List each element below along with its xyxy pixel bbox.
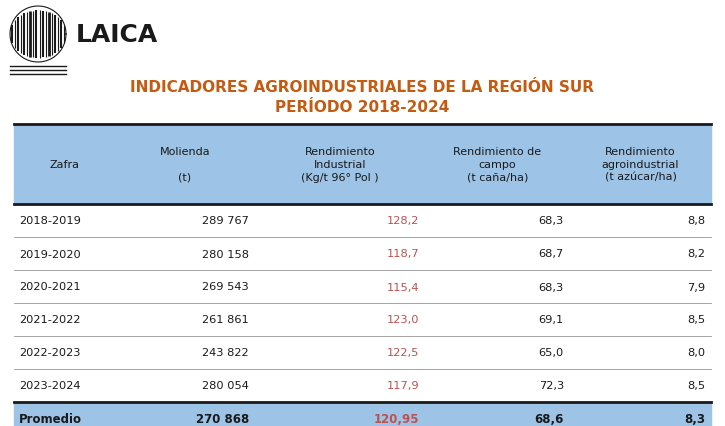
Text: Molienda

(t): Molienda (t) <box>160 147 210 182</box>
Text: 8,5: 8,5 <box>687 315 705 325</box>
Text: 7,9: 7,9 <box>687 282 705 292</box>
Text: 280 158: 280 158 <box>202 249 249 259</box>
Text: 2022-2023: 2022-2023 <box>19 348 80 358</box>
Text: Rendimiento de
campo
(t caña/ha): Rendimiento de campo (t caña/ha) <box>453 147 542 182</box>
Text: 69,1: 69,1 <box>539 315 564 325</box>
Text: 289 767: 289 767 <box>202 216 249 226</box>
Text: 2023-2024: 2023-2024 <box>19 380 80 391</box>
Text: 68,7: 68,7 <box>539 249 564 259</box>
Text: PERÍODO 2018-2024: PERÍODO 2018-2024 <box>276 100 450 115</box>
Text: 115,4: 115,4 <box>386 282 419 292</box>
Text: 2021-2022: 2021-2022 <box>19 315 80 325</box>
Text: Rendimiento
agroindustrial
(t azúcar/ha): Rendimiento agroindustrial (t azúcar/ha) <box>602 147 679 182</box>
Text: 270 868: 270 868 <box>196 412 249 425</box>
Text: 2020-2021: 2020-2021 <box>19 282 80 292</box>
Text: 269 543: 269 543 <box>202 282 249 292</box>
Text: 128,2: 128,2 <box>386 216 419 226</box>
Text: 8,2: 8,2 <box>687 249 705 259</box>
Text: 68,3: 68,3 <box>539 282 564 292</box>
Text: 8,3: 8,3 <box>684 412 705 425</box>
Text: 2019-2020: 2019-2020 <box>19 249 80 259</box>
Text: 280 054: 280 054 <box>202 380 249 391</box>
Text: Zafra: Zafra <box>49 160 80 170</box>
Text: Rendimiento
Industrial
(Kg/t 96° Pol ): Rendimiento Industrial (Kg/t 96° Pol ) <box>301 147 378 182</box>
Text: 120,95: 120,95 <box>373 412 419 425</box>
Text: 117,9: 117,9 <box>386 380 419 391</box>
Text: 122,5: 122,5 <box>386 348 419 358</box>
Text: 8,8: 8,8 <box>687 216 705 226</box>
Text: Promedio: Promedio <box>19 412 82 425</box>
Text: 123,0: 123,0 <box>386 315 419 325</box>
Text: 261 861: 261 861 <box>202 315 249 325</box>
Text: 243 822: 243 822 <box>202 348 249 358</box>
Text: 2018-2019: 2018-2019 <box>19 216 81 226</box>
Text: 8,0: 8,0 <box>687 348 705 358</box>
Text: 68,3: 68,3 <box>539 216 564 226</box>
Text: 68,6: 68,6 <box>534 412 564 425</box>
Text: LAICA: LAICA <box>76 23 158 47</box>
Text: INDICADORES AGROINDUSTRIALES DE LA REGIÓN SUR: INDICADORES AGROINDUSTRIALES DE LA REGIÓ… <box>130 81 594 95</box>
Text: 72,3: 72,3 <box>539 380 564 391</box>
Text: 65,0: 65,0 <box>539 348 564 358</box>
Text: 118,7: 118,7 <box>386 249 419 259</box>
Text: 8,5: 8,5 <box>687 380 705 391</box>
